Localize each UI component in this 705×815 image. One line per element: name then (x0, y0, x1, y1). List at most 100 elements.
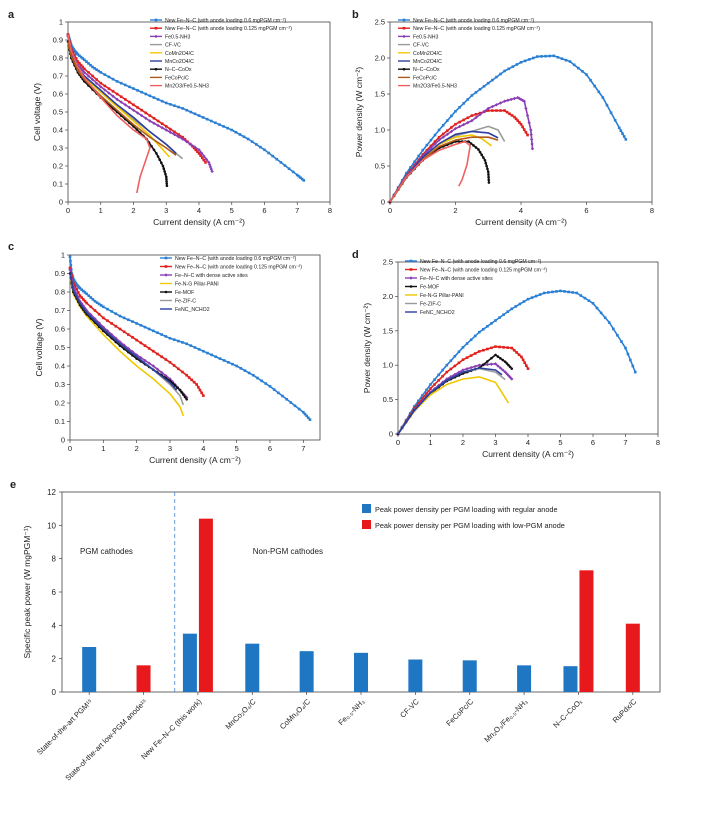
y-axis-label: Power density (W cm⁻²) (354, 67, 364, 158)
data-point (165, 182, 169, 185)
data-point (155, 152, 158, 155)
data-point (180, 391, 183, 394)
data-point (147, 347, 151, 350)
data-point (97, 69, 101, 73)
data-point (612, 327, 615, 331)
data-point (156, 352, 159, 356)
data-point (516, 119, 520, 122)
data-point (118, 314, 122, 318)
data-point (527, 121, 531, 125)
data-point (516, 95, 520, 100)
x-tick-label: 8 (650, 206, 654, 215)
x-tick-label: 7 (623, 438, 627, 447)
data-point (494, 319, 497, 322)
data-point (74, 281, 78, 285)
data-point (472, 144, 475, 147)
data-point (181, 370, 184, 374)
data-point (132, 103, 135, 107)
data-point (156, 98, 160, 101)
y-tick-label: 1.5 (383, 326, 393, 335)
data-point (486, 170, 490, 174)
data-point (417, 154, 420, 158)
bar-low-pgm-anode (198, 518, 213, 692)
data-point (243, 369, 247, 372)
data-point (122, 330, 126, 334)
data-point (76, 53, 80, 56)
data-point (144, 92, 148, 96)
data-point (287, 167, 291, 170)
data-point (172, 364, 176, 367)
x-tick-label: RuPdx/C (611, 697, 639, 725)
y-axis-label: Specific peak power (W mgPGM⁻¹) (22, 525, 32, 658)
legend-label: FeNC_NCHO2 (420, 310, 455, 316)
data-point (501, 368, 505, 372)
data-point (80, 296, 83, 299)
data-point (99, 85, 103, 89)
y-axis-label: Cell voltage (V) (34, 318, 44, 376)
data-point (453, 354, 457, 358)
data-point (192, 146, 196, 150)
data-point (487, 173, 490, 176)
data-point (69, 263, 73, 267)
data-point (510, 367, 514, 370)
y-tick-label: 6 (52, 588, 57, 597)
data-point (626, 352, 630, 356)
data-point (503, 360, 507, 364)
data-point (81, 68, 85, 73)
data-point (619, 129, 623, 133)
legend-marker (164, 256, 168, 260)
data-point (195, 383, 198, 386)
data-point (462, 118, 465, 122)
data-point (502, 99, 507, 103)
data-point (152, 329, 155, 333)
data-point (83, 291, 87, 294)
data-point (185, 398, 188, 401)
data-point (495, 109, 498, 112)
series-line (389, 134, 492, 203)
data-point (283, 164, 287, 167)
data-point (93, 67, 96, 70)
data-point (107, 87, 111, 90)
data-point (293, 404, 297, 408)
legend-label: MnCo2O4/C (165, 59, 194, 65)
data-point (110, 310, 113, 313)
data-point (480, 153, 484, 157)
bar-regular-anode (354, 652, 368, 692)
bar-low-pgm-anode (579, 570, 594, 692)
data-point (454, 109, 457, 113)
data-point (433, 133, 437, 137)
legend-label: CF-VC (165, 43, 181, 49)
data-point (474, 115, 478, 120)
data-point (555, 290, 558, 293)
x-tick-label: 2 (131, 206, 135, 215)
data-point (482, 109, 486, 114)
data-point (168, 130, 173, 134)
data-point (148, 119, 152, 123)
legend-label: Mn2O3/Fe0.5-NH3 (413, 84, 457, 90)
data-point (124, 98, 127, 101)
data-point (437, 128, 441, 132)
data-point (181, 107, 184, 110)
y-tick-label: 0.9 (53, 36, 63, 45)
data-point (238, 133, 242, 136)
data-point (250, 140, 254, 143)
legend-label: Fe-MOF (420, 285, 439, 291)
data-point (90, 77, 95, 82)
y-tick-label: 1.0 (375, 126, 385, 135)
data-point (496, 364, 500, 368)
data-point (160, 355, 163, 359)
legend-label: New Fe–N–C (with anode loading 0.6 mgPGM… (175, 256, 297, 262)
data-point (111, 94, 115, 98)
data-point (93, 309, 97, 312)
data-point (152, 121, 156, 125)
data-point (486, 81, 490, 85)
data-point (461, 346, 465, 349)
data-point (136, 89, 139, 92)
data-point (620, 340, 623, 343)
data-point (437, 135, 441, 139)
data-point (577, 66, 580, 70)
data-point (193, 145, 197, 149)
data-point (169, 103, 172, 106)
legend-marker (154, 18, 158, 22)
x-tick-label: 1 (99, 206, 103, 215)
